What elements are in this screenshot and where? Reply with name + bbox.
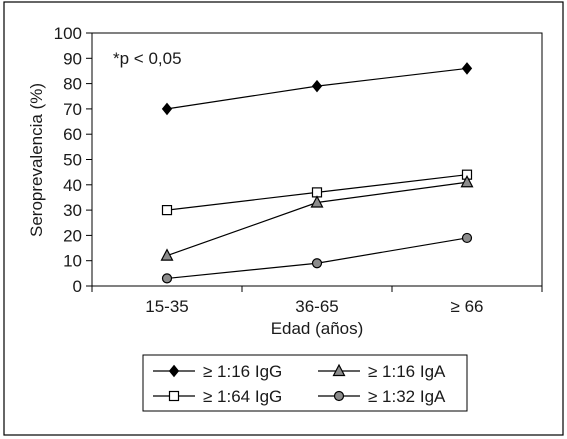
- legend-marker: [168, 364, 180, 378]
- legend-label: ≥ 1:32 IgA: [368, 387, 446, 406]
- y-axis-label: Seroprevalencia (%): [27, 83, 46, 237]
- y-tick-label: 30: [63, 201, 82, 220]
- series-2: [161, 169, 473, 216]
- data-point: [310, 195, 324, 208]
- x-axis-label: Edad (años): [271, 319, 364, 338]
- series-4: [161, 232, 473, 284]
- legend-marker: [168, 390, 180, 402]
- data-point: [311, 79, 323, 93]
- y-tick-label: 40: [63, 176, 82, 195]
- legend-label: ≥ 1:16 IgA: [368, 362, 446, 381]
- data-point: [160, 248, 174, 261]
- data-point: [461, 62, 473, 75]
- data-point: [460, 174, 474, 188]
- data-point: [461, 232, 473, 244]
- legend-entry: ≥ 1:16 IgG: [153, 362, 282, 381]
- y-tick-label: 10: [63, 252, 82, 271]
- x-tick-label: ≥ 66: [451, 297, 484, 316]
- legend-entry: ≥ 1:32 IgA: [318, 387, 446, 406]
- legend-marker: [333, 390, 345, 402]
- legend-entry: ≥ 1:16 IgA: [318, 362, 446, 381]
- legend-box: [142, 354, 468, 412]
- data-point: [161, 205, 173, 216]
- legend-entry: ≥ 1:64 IgG: [153, 387, 282, 406]
- y-tick-label: 90: [63, 49, 82, 68]
- x-tick-label: 15-35: [145, 297, 188, 316]
- series-1: [161, 62, 473, 116]
- annotation-text: *p < 0,05: [113, 49, 182, 68]
- y-tick-label: 50: [63, 151, 82, 170]
- x-tick-label: 36-65: [295, 297, 338, 316]
- legend-label: ≥ 1:16 IgG: [203, 362, 282, 381]
- legend-label: ≥ 1:64 IgG: [203, 387, 282, 406]
- y-tick-label: 20: [63, 226, 82, 245]
- y-tick-label: 100: [54, 24, 82, 43]
- data-point: [161, 273, 173, 284]
- y-tick-label: 70: [63, 100, 82, 119]
- y-tick-label: 60: [63, 125, 82, 144]
- data-point: [161, 102, 173, 116]
- data-point: [311, 258, 323, 269]
- series-3: [160, 174, 474, 261]
- legend-marker: [332, 363, 346, 377]
- y-tick-label: 0: [73, 277, 82, 296]
- y-tick-label: 80: [63, 75, 82, 94]
